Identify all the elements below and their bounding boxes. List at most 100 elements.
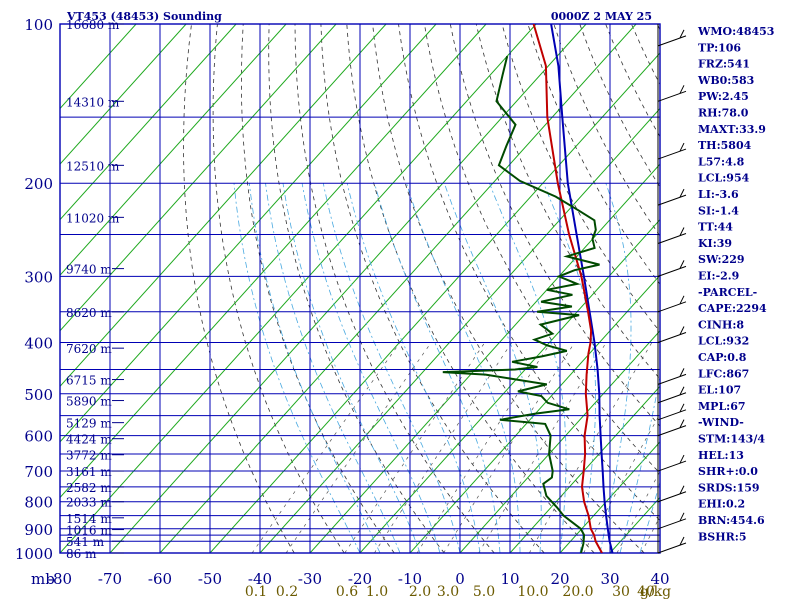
temperature-tick-label: 0 bbox=[455, 570, 465, 588]
wind-barb-flag bbox=[679, 419, 685, 428]
index-item: WB0:583 bbox=[697, 74, 754, 87]
isotherm-line bbox=[509, 385, 660, 553]
wind-barb-flag bbox=[679, 536, 685, 546]
height-label: 9740 m bbox=[66, 263, 112, 277]
temperature-tick-label: -40 bbox=[248, 570, 272, 588]
pressure-unit-label: mb bbox=[31, 570, 55, 588]
wind-barb bbox=[657, 301, 687, 313]
isotherm-line bbox=[60, 24, 487, 499]
dry-adiabat-line bbox=[761, 24, 800, 553]
index-item: KI:39 bbox=[698, 237, 732, 250]
wind-barb-flag bbox=[679, 454, 685, 464]
wind-barbs bbox=[657, 24, 687, 554]
height-label: 1016 m bbox=[66, 524, 112, 538]
temperature-tick-label: -70 bbox=[98, 570, 122, 588]
wind-barb-flag bbox=[679, 29, 685, 39]
index-item: BRN:454.6 bbox=[698, 514, 765, 527]
height-label: 5129 m bbox=[66, 417, 112, 431]
wind-barb bbox=[657, 373, 687, 385]
wind-barb bbox=[657, 194, 687, 206]
height-label: 2033 m bbox=[66, 496, 112, 510]
temperature-tick-label: -80 bbox=[48, 570, 72, 588]
isotherm-line bbox=[559, 441, 660, 553]
pressure-tick-label: 400 bbox=[24, 334, 53, 352]
index-item: LFC:867 bbox=[698, 367, 749, 380]
index-item: LCL:932 bbox=[698, 335, 749, 348]
wind-barb-flag bbox=[679, 85, 685, 94]
isotherm-line bbox=[359, 218, 660, 553]
height-label: 5890 m bbox=[66, 395, 112, 409]
height-labels: 16680 m 14310 m 12510 m 11020 m 9740 m 8620 m… bbox=[66, 18, 124, 561]
wind-barb bbox=[657, 425, 687, 437]
wind-barb bbox=[657, 460, 687, 472]
height-label: 541 m bbox=[66, 535, 105, 549]
dry-adiabat-line bbox=[527, 24, 660, 285]
mixing-ratio-line bbox=[374, 342, 513, 553]
mixing-ratio-tick-label: 0.1 bbox=[245, 584, 267, 600]
height-label: 2582 m bbox=[66, 481, 112, 495]
index-item: LCL:954 bbox=[698, 172, 750, 185]
mixing-ratio-tick-label: 3.0 bbox=[437, 584, 459, 600]
mixing-ratio-tick-label: 1.0 bbox=[366, 584, 388, 600]
wind-barb bbox=[657, 265, 687, 277]
index-item: SI:-1.4 bbox=[698, 204, 739, 217]
wind-barb-flag bbox=[679, 485, 685, 494]
chart-datetime: 0000Z 2 MAY 25 bbox=[551, 10, 652, 23]
index-item: -PARCEL- bbox=[698, 286, 757, 299]
wind-barb-flag bbox=[679, 142, 685, 152]
wind-barb bbox=[657, 90, 687, 102]
isotherm-line bbox=[60, 24, 287, 276]
height-label: 3161 m bbox=[66, 465, 112, 479]
moist-adiabat-line bbox=[374, 183, 501, 553]
index-item: LI:-3.6 bbox=[698, 188, 739, 201]
mixing-ratio-tick-label: 40 bbox=[637, 584, 655, 600]
wind-barb-flag bbox=[679, 326, 685, 335]
temperature-tick-label: -30 bbox=[298, 570, 322, 588]
index-item: SHR+:0.0 bbox=[698, 465, 758, 478]
mixing-ratio-tick-label: 0.6 bbox=[336, 584, 358, 600]
wind-barb bbox=[657, 491, 687, 503]
pressure-tick-label: 200 bbox=[24, 175, 53, 193]
moist-adiabat-lines bbox=[233, 183, 660, 553]
index-item: CINH:8 bbox=[698, 318, 744, 331]
dry-adiabat-line bbox=[212, 24, 345, 553]
isotherm-line bbox=[60, 24, 537, 553]
wind-barb-flag bbox=[679, 295, 685, 305]
isotherm-line bbox=[60, 24, 387, 388]
wind-barb-flag bbox=[679, 227, 685, 236]
isobar-lines bbox=[59, 23, 661, 554]
temperature-line bbox=[532, 24, 603, 553]
index-item: EL:107 bbox=[698, 384, 741, 397]
isotherm-line bbox=[60, 24, 237, 221]
pressure-tick-label: 900 bbox=[24, 521, 53, 539]
pressure-tick-label: 300 bbox=[24, 268, 53, 286]
index-item: WMO:48453 bbox=[697, 25, 774, 38]
wind-barb bbox=[657, 392, 687, 404]
dry-adiabat-line bbox=[183, 24, 295, 553]
isotherm-line bbox=[259, 107, 660, 553]
moist-adiabat-line bbox=[619, 374, 660, 553]
pressure-tick-label: 1000 bbox=[15, 545, 53, 563]
mixing-ratio-tick-label: 0.2 bbox=[276, 584, 298, 600]
pressure-tick-label: 700 bbox=[24, 463, 53, 481]
height-label: 11020 m bbox=[66, 211, 120, 225]
moist-adiabat-line bbox=[233, 183, 361, 553]
index-item: CAPE:2294 bbox=[698, 302, 767, 315]
isotherm-line bbox=[309, 163, 660, 553]
wind-barb bbox=[657, 409, 687, 421]
moist-adiabat-line bbox=[301, 183, 441, 553]
dry-adiabat-line bbox=[320, 24, 545, 553]
dry-adiabat-line bbox=[268, 24, 445, 553]
dry-adiabat-line bbox=[787, 24, 800, 553]
dry-adiabat-line bbox=[579, 24, 660, 188]
index-item: -WIND- bbox=[698, 416, 744, 429]
index-item: PW:2.45 bbox=[698, 90, 749, 103]
wind-barb-flag bbox=[679, 368, 685, 377]
sounding-profiles bbox=[442, 24, 614, 553]
plot-frame bbox=[59, 23, 661, 554]
wind-barb-flag bbox=[679, 260, 685, 269]
index-item: L57:4.8 bbox=[698, 155, 745, 168]
temperature-tick-label: -50 bbox=[198, 570, 222, 588]
